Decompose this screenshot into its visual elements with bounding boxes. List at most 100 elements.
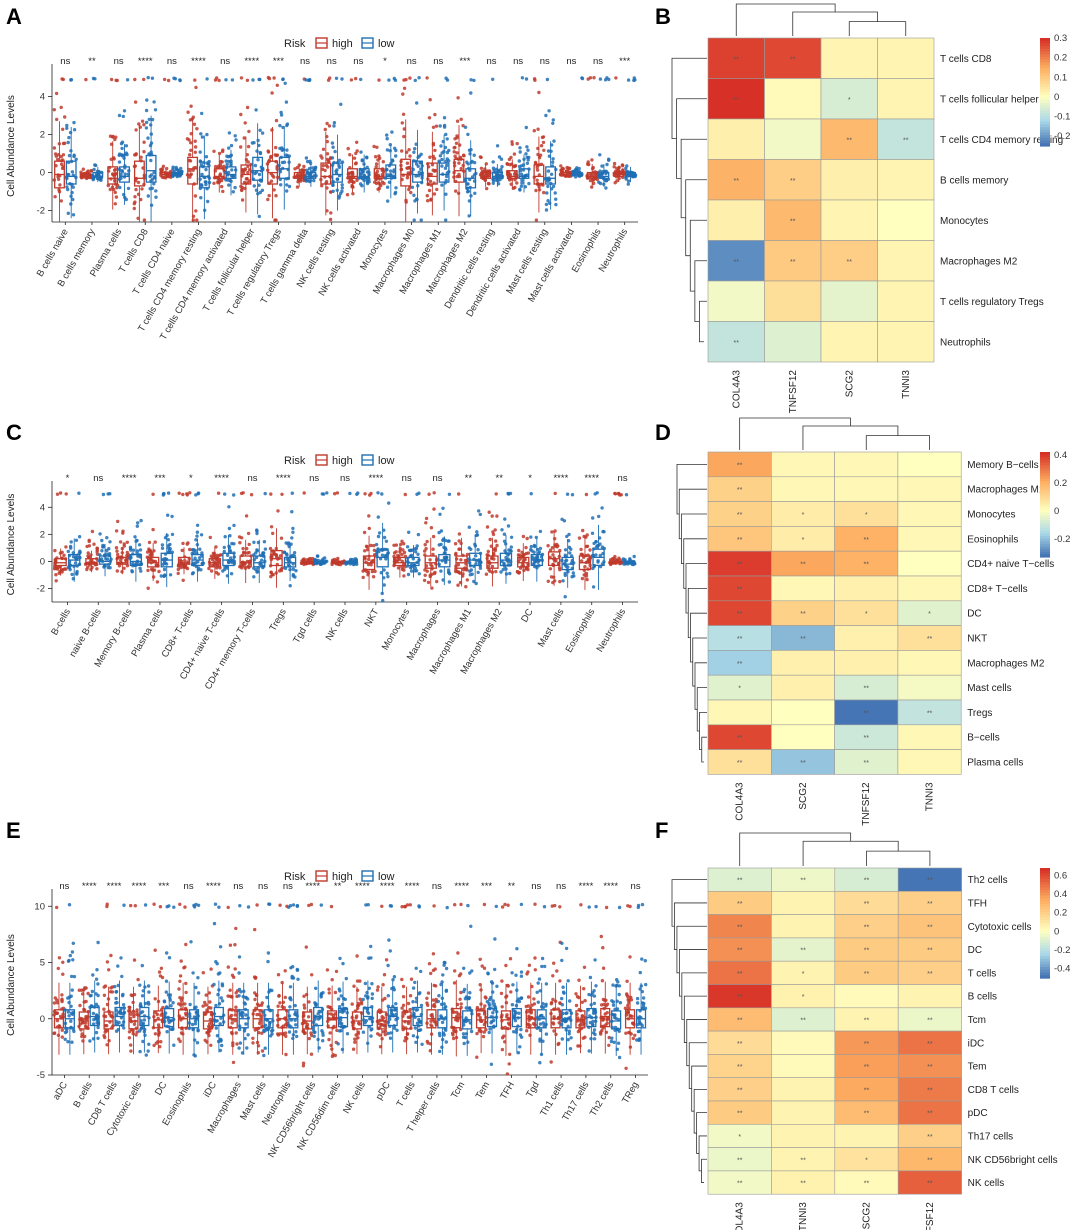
box-high	[400, 158, 412, 187]
data-point	[125, 78, 130, 82]
data-point	[546, 199, 550, 203]
data-point	[517, 997, 521, 1001]
data-point	[64, 492, 68, 496]
significance-label: ****	[107, 881, 122, 892]
data-point	[134, 128, 138, 132]
data-point	[193, 150, 197, 154]
data-point	[95, 567, 99, 571]
significance-label: ns	[486, 56, 496, 67]
data-point	[400, 121, 404, 125]
data-point	[511, 186, 516, 190]
data-point	[495, 514, 499, 518]
data-point	[451, 1036, 456, 1041]
data-point	[432, 904, 436, 908]
data-point	[281, 1031, 285, 1036]
data-point	[147, 990, 151, 994]
data-point	[551, 160, 555, 164]
data-point	[158, 905, 163, 909]
box-low	[438, 162, 450, 183]
data-point	[505, 1013, 509, 1017]
box-low	[545, 166, 557, 185]
data-point	[168, 573, 173, 577]
data-point	[393, 78, 398, 82]
data-point	[198, 150, 202, 154]
data-point	[200, 551, 204, 555]
data-point	[111, 134, 115, 139]
data-point	[272, 76, 276, 80]
significance-label: **	[88, 56, 96, 67]
data-point	[517, 159, 521, 163]
data-point	[468, 971, 472, 975]
data-point	[346, 146, 350, 151]
data-point	[240, 536, 244, 540]
data-point	[218, 553, 222, 557]
data-point	[120, 974, 124, 979]
y-tick-label: 10	[34, 901, 45, 912]
data-point	[568, 999, 572, 1003]
data-point	[69, 546, 73, 550]
data-point	[105, 904, 109, 909]
data-point	[109, 77, 114, 82]
data-point	[83, 1021, 88, 1025]
data-point	[524, 545, 528, 550]
data-point	[139, 155, 143, 159]
data-point	[419, 152, 423, 156]
data-point	[393, 146, 397, 150]
data-point	[391, 159, 395, 163]
data-point	[150, 117, 155, 122]
data-point	[165, 951, 169, 955]
data-point	[251, 1036, 255, 1041]
data-point	[394, 1002, 398, 1006]
data-point	[400, 149, 404, 153]
data-point	[67, 1014, 71, 1018]
data-point	[68, 130, 73, 135]
data-point	[413, 1026, 417, 1030]
significance-label: ns	[327, 56, 337, 67]
data-point	[438, 1049, 442, 1054]
data-point	[65, 123, 69, 128]
data-point	[519, 970, 524, 974]
data-point	[80, 1017, 84, 1021]
data-point	[67, 903, 72, 907]
data-point	[461, 153, 466, 157]
data-point	[499, 167, 503, 172]
data-point	[277, 994, 281, 998]
data-point	[239, 145, 243, 149]
data-point	[382, 535, 387, 540]
data-point	[330, 141, 335, 145]
data-point	[453, 542, 458, 546]
data-point	[189, 148, 193, 152]
data-point	[162, 567, 167, 572]
data-point	[253, 997, 257, 1002]
data-point	[457, 161, 461, 165]
data-point	[566, 979, 570, 983]
data-point	[505, 162, 509, 166]
data-point	[485, 1000, 489, 1004]
data-point	[473, 191, 477, 195]
data-point	[152, 100, 156, 104]
data-point	[510, 140, 514, 144]
data-point	[474, 562, 478, 566]
data-point	[430, 163, 435, 167]
data-point	[265, 995, 269, 1000]
data-point	[367, 180, 371, 184]
data-point	[257, 214, 261, 219]
data-point	[369, 491, 373, 496]
data-point	[307, 173, 312, 177]
data-point	[289, 966, 293, 970]
data-point	[519, 902, 524, 907]
data-point	[328, 76, 332, 80]
data-point	[155, 580, 160, 584]
data-point	[64, 1029, 69, 1034]
data-point	[141, 1021, 146, 1026]
data-point	[424, 521, 428, 525]
data-point	[325, 157, 330, 162]
data-point	[124, 151, 129, 155]
data-point	[518, 188, 522, 192]
data-point	[385, 185, 390, 189]
data-point	[237, 971, 241, 975]
data-point	[382, 181, 386, 186]
data-point	[142, 218, 147, 222]
data-point	[369, 563, 373, 567]
